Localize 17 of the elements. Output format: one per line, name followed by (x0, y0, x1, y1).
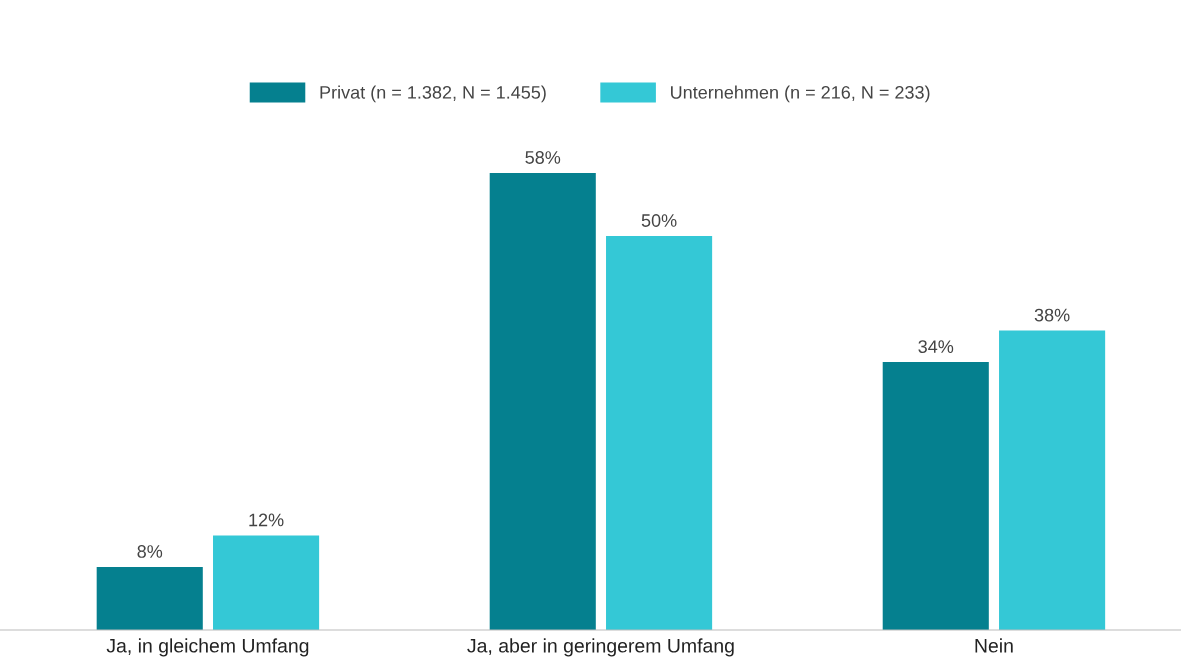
data-label: 50% (641, 214, 677, 227)
bar (96, 566, 203, 630)
legend-label: Unternehmen (n = 216, N = 233) (671, 85, 930, 103)
x-tick-label: Ja, aber in geringerem Umfang (467, 638, 734, 657)
bar (999, 330, 1106, 630)
bar (489, 173, 596, 630)
x-tick-label: Ja, in gleichem Umfang (106, 638, 309, 657)
data-label: 12% (249, 513, 284, 527)
bar (213, 535, 320, 630)
bar (882, 362, 989, 630)
data-label: 8% (137, 545, 163, 558)
data-label: 38% (1034, 308, 1070, 322)
bar (606, 236, 713, 630)
data-label: 58% (525, 151, 561, 164)
data-label: 34% (918, 340, 954, 353)
legend-label: Privat (n = 1.382, N = 1.455) (320, 85, 546, 103)
x-tick-label: Nein (975, 638, 1013, 653)
